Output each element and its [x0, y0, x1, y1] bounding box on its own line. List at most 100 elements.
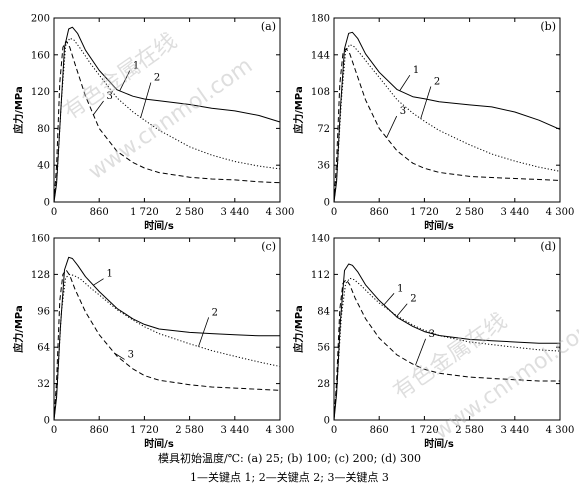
- y-tick-label: 160: [31, 234, 50, 245]
- panel-label: (b): [540, 20, 556, 33]
- y-tick-label: 96: [37, 306, 50, 317]
- x-axis-label: 时间/s: [424, 437, 454, 450]
- series-leader-2: [396, 303, 408, 317]
- x-tick-label: 1 720: [410, 425, 439, 436]
- series-line-1: [53, 256, 280, 421]
- x-tick-label: 2 580: [175, 207, 204, 218]
- series-label-1: 1: [133, 61, 139, 72]
- y-tick-label: 140: [311, 234, 330, 245]
- x-tick-label: 0: [331, 425, 337, 436]
- y-tick-label: 84: [317, 306, 330, 317]
- x-tick-label: 2 580: [455, 207, 484, 218]
- series-line-3: [333, 48, 561, 203]
- panel-label: (c): [261, 240, 276, 253]
- figure-caption-line2: 1—关键点 1; 2—关键点 2; 3—关键点 3: [190, 471, 389, 484]
- series-label-2: 2: [154, 73, 160, 84]
- x-tick-label: 0: [51, 207, 57, 218]
- x-tick-label: 2 580: [175, 425, 204, 436]
- x-tick-label: 4 300: [266, 207, 295, 218]
- plot-frame: [333, 17, 561, 203]
- series-leader-2: [198, 317, 210, 347]
- y-tick-label: 72: [317, 124, 330, 135]
- series-leader-1: [399, 74, 411, 91]
- y-axis-label: 应力/MPa: [12, 86, 25, 133]
- series-leader-1: [383, 293, 395, 306]
- x-tick-label: 3 440: [220, 425, 249, 436]
- x-tick-label: 4 300: [266, 425, 295, 436]
- x-tick-label: 0: [331, 207, 337, 218]
- series-label-2: 2: [212, 307, 218, 318]
- series-leader-2: [140, 82, 152, 118]
- series-label-3: 3: [429, 329, 435, 340]
- x-tick-label: 3 440: [220, 207, 249, 218]
- x-tick-label: 860: [370, 425, 389, 436]
- x-tick-label: 2 580: [455, 425, 484, 436]
- panel-3: 0 860 1 720 2 580 3 440 4 3000326496128160时间/…: [12, 234, 294, 451]
- y-tick-label: 0: [324, 416, 330, 427]
- panel-label: (a): [261, 20, 276, 33]
- y-tick-label: 144: [311, 50, 330, 61]
- y-tick-label: 200: [31, 14, 50, 25]
- series-label-1: 1: [413, 65, 419, 76]
- x-tick-label: 1 720: [130, 425, 159, 436]
- y-tick-label: 32: [37, 379, 50, 390]
- x-tick-label: 1 720: [410, 207, 439, 218]
- y-tick-label: 64: [37, 343, 50, 354]
- y-axis-label: 应力/MPa: [12, 305, 25, 352]
- series-leader-1: [119, 70, 131, 92]
- x-tick-label: 1 720: [130, 207, 159, 218]
- x-tick-label: 4 300: [546, 207, 575, 218]
- series-label-2: 2: [410, 294, 416, 305]
- panel-2: 0 860 1 720 2 580 3 440 4 300 0 36 72 108 144 180 时间…: [292, 14, 574, 233]
- plot-frame: [53, 17, 281, 203]
- x-tick-label: 860: [90, 207, 109, 218]
- panel-label: (d): [540, 240, 556, 253]
- series-line-1: [333, 31, 561, 203]
- y-tick-label: 120: [31, 87, 50, 98]
- panel-1: 0 860 1 720 2 580 3 440 4 300 0 40 80 120 160 200 时间…: [12, 14, 294, 233]
- series-leader-3: [415, 338, 426, 366]
- series-leader-3: [386, 115, 398, 138]
- plot-frame: [53, 237, 281, 421]
- plot-frame: [333, 237, 561, 421]
- y-tick-label: 160: [31, 50, 50, 61]
- series-label-1: 1: [397, 283, 403, 294]
- panel-4: 0 860 1 720 2 580 3 440 4 300 0 28 56 84 112 140 时间/…: [292, 234, 574, 451]
- series-label-3: 3: [128, 349, 134, 360]
- series-leader-3: [114, 352, 125, 360]
- series-leader-2: [420, 86, 432, 119]
- y-axis-label: 应力/MPa: [292, 305, 305, 352]
- y-tick-label: 36: [317, 161, 330, 172]
- y-tick-label: 40: [37, 161, 50, 172]
- x-axis-label: 时间/s: [144, 437, 174, 450]
- series-line-1: [333, 263, 560, 421]
- figure-caption-line1: 模具初始温度/℃: (a) 25; (b) 100; (c) 200; (d) …: [158, 452, 421, 465]
- x-axis-label: 时间/s: [424, 219, 454, 232]
- series-label-3: 3: [107, 91, 113, 102]
- series-line-2: [333, 277, 561, 421]
- y-tick-label: 128: [31, 270, 50, 281]
- series-line-1: [53, 26, 281, 203]
- series-line-2: [53, 273, 281, 421]
- y-tick-label: 80: [37, 124, 50, 135]
- y-tick-label: 0: [44, 416, 50, 427]
- series-label-2: 2: [434, 76, 440, 87]
- y-tick-label: 108: [311, 87, 330, 98]
- series-line-3: [333, 279, 560, 421]
- x-tick-label: 860: [370, 207, 389, 218]
- x-tick-label: 0: [51, 425, 57, 436]
- series-leader-3: [93, 100, 104, 116]
- x-tick-label: 3 440: [500, 425, 529, 436]
- x-tick-label: 3 440: [500, 207, 529, 218]
- y-tick-label: 180: [311, 14, 330, 25]
- y-tick-label: 0: [324, 198, 330, 209]
- x-tick-label: 860: [90, 425, 109, 436]
- series-label-1: 1: [107, 269, 113, 280]
- series-leader-1: [93, 278, 104, 286]
- series-line-2: [333, 44, 561, 203]
- series-label-3: 3: [400, 106, 406, 117]
- x-tick-label: 4 300: [546, 425, 575, 436]
- y-tick-label: 112: [311, 270, 330, 281]
- y-tick-label: 56: [317, 343, 330, 354]
